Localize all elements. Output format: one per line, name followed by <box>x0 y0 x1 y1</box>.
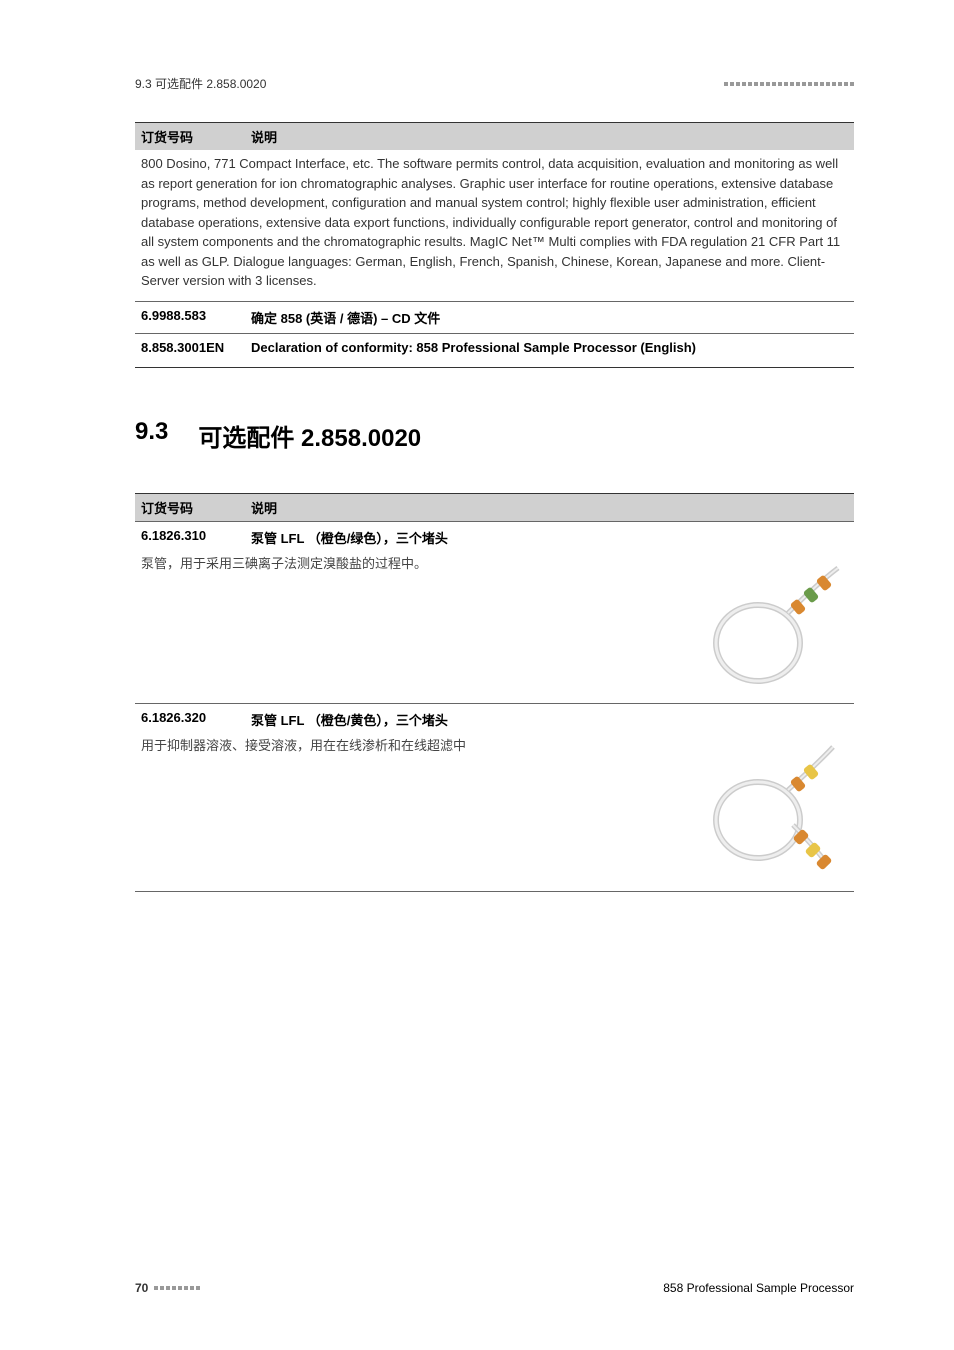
item-6-1826-320: 6.1826.320 泵管 LFL （橙色/黄色），三个堵头 用于抑制器溶液、接… <box>135 703 854 885</box>
table2-col1: 订货号码 <box>141 498 251 517</box>
page-number: 70 <box>135 1281 148 1295</box>
item2-desc: 用于抑制器溶液、接受溶液，用在在线渗析和在线超滤中 <box>141 735 668 885</box>
row2-desc: Declaration of conformity: 858 Professio… <box>251 340 848 355</box>
row-6-9988-583: 6.9988.583 确定 858 (英语 / 德语) – CD 文件 <box>135 301 854 333</box>
item-6-1826-310: 6.1826.310 泵管 LFL （橙色/绿色），三个堵头 泵管，用于采用三碘… <box>135 521 854 703</box>
table1-header: 订货号码 说明 <box>135 122 854 150</box>
table1-col2: 说明 <box>251 127 848 146</box>
row2-code: 8.858.3001EN <box>141 340 251 355</box>
footer-dots <box>154 1286 200 1290</box>
table2-col2: 说明 <box>251 498 848 517</box>
item2-image <box>688 735 848 885</box>
section-num: 9.3 <box>135 418 168 453</box>
header-left-text: 9.3 可选配件 2.858.0020 <box>135 75 266 92</box>
row1-code: 6.9988.583 <box>141 308 251 323</box>
row-8-858-3001en: 8.858.3001EN Declaration of conformity: … <box>135 333 854 361</box>
item-divider <box>135 891 854 892</box>
table2-header: 订货号码 说明 <box>135 493 854 521</box>
item2-code: 6.1826.320 <box>141 710 251 729</box>
divider <box>135 367 854 368</box>
header-dots <box>724 82 854 86</box>
page-header: 9.3 可选配件 2.858.0020 <box>135 75 854 92</box>
item1-title: 泵管 LFL （橙色/绿色），三个堵头 <box>251 528 848 547</box>
table1-body-text: 800 Dosino, 771 Compact Interface, etc. … <box>135 150 854 301</box>
footer-right-text: 858 Professional Sample Processor <box>663 1281 854 1295</box>
item1-code: 6.1826.310 <box>141 528 251 547</box>
item1-desc: 泵管，用于采用三碘离子法测定溴酸盐的过程中。 <box>141 553 668 703</box>
table1-col1: 订货号码 <box>141 127 251 146</box>
item1-image <box>688 553 848 703</box>
section-name: 可选配件 2.858.0020 <box>198 418 421 453</box>
section-title: 9.3 可选配件 2.858.0020 <box>135 418 854 453</box>
page-footer: 70 858 Professional Sample Processor <box>135 1281 854 1295</box>
row1-desc: 确定 858 (英语 / 德语) – CD 文件 <box>251 308 848 327</box>
item2-title: 泵管 LFL （橙色/黄色），三个堵头 <box>251 710 848 729</box>
